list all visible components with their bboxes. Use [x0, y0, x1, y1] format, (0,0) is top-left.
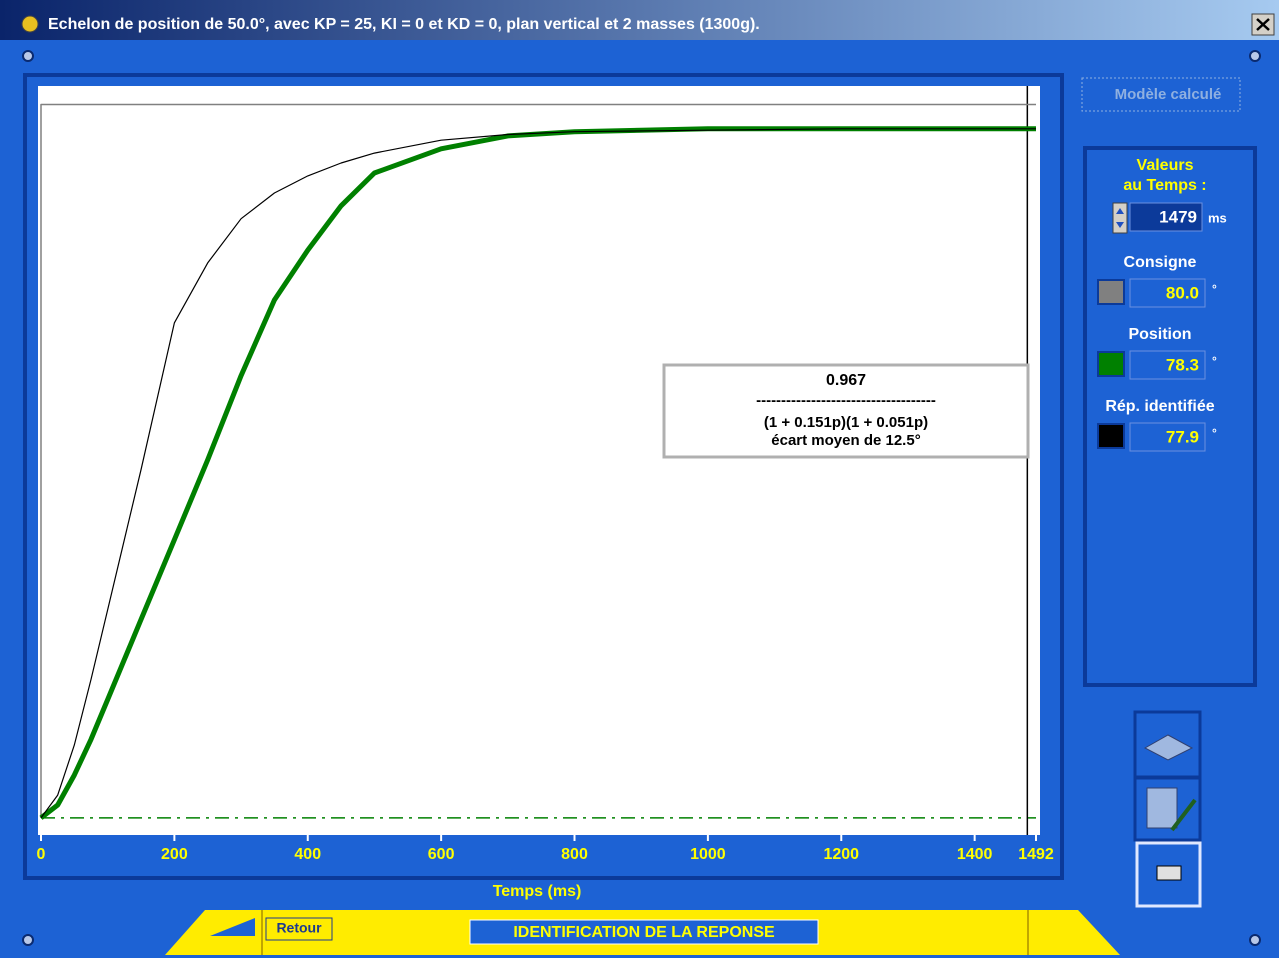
- panel-unit: °: [1212, 282, 1217, 296]
- panel-rows: Consigne 80.0 ° Position 78.3 ° Rép. identifié…: [1097, 254, 1217, 452]
- icon: [1170, 798, 1197, 832]
- annotation: 0.967 -----------------------------------…: [662, 363, 1030, 459]
- panel-label: Rép. identifiée: [1105, 398, 1214, 415]
- footer-icon: [210, 918, 255, 936]
- screws: [22, 50, 1261, 946]
- value-field: [1129, 350, 1206, 380]
- model-button[interactable]: [1081, 77, 1241, 112]
- spinner[interactable]: [1112, 202, 1128, 234]
- legend-swatch: [1097, 279, 1125, 305]
- x-tick-label: 1400: [957, 846, 993, 863]
- footer-title: IDENTIFICATION DE LA REPONSE: [513, 924, 775, 941]
- panel-value: 78.3: [1166, 355, 1199, 374]
- panel-heading: Valeurs: [1137, 157, 1194, 174]
- close-button[interactable]: [1251, 13, 1275, 36]
- time-field[interactable]: [1129, 202, 1203, 232]
- panel-unit: °: [1212, 354, 1217, 368]
- time-value: 1479: [1159, 207, 1197, 226]
- icon: [1146, 787, 1178, 829]
- tool-buttons: [1133, 710, 1202, 908]
- legend-swatch: [1097, 351, 1125, 377]
- back-button[interactable]: [265, 917, 333, 941]
- x-tick-label: 0: [37, 846, 46, 863]
- back-label[interactable]: Retour: [276, 920, 322, 936]
- annotation-line: 0.967: [826, 372, 866, 389]
- app-icon: [21, 15, 39, 33]
- x-axis-label: Temps (ms): [493, 883, 582, 900]
- value-field: [1129, 422, 1206, 452]
- x-tick-label: 400: [294, 846, 321, 863]
- title-bar: [0, 0, 1279, 40]
- icon: [1156, 865, 1182, 881]
- series-line: [40, 128, 1036, 819]
- panel-unit: °: [1212, 426, 1217, 440]
- x-tick-label: 200: [161, 846, 188, 863]
- value-field: [1129, 278, 1206, 308]
- plot: 0 200 400 600 800 1000 1200 1400 1492: [37, 86, 1054, 863]
- panel-value: 80.0: [1166, 283, 1199, 302]
- annotation-line: écart moyen de 12.5°: [771, 432, 920, 449]
- plot-area: [38, 86, 1040, 835]
- series-line: [40, 103, 1036, 818]
- model-button-label[interactable]: Modèle calculé: [1115, 86, 1222, 103]
- panel-value: 77.9: [1166, 427, 1199, 446]
- icon: [1143, 734, 1194, 761]
- x-tick-label: 800: [561, 846, 588, 863]
- time-unit: ms: [1208, 210, 1227, 225]
- annotation-line: ------------------------------------: [756, 392, 936, 409]
- panel-label: Position: [1128, 326, 1191, 343]
- annotation-line: (1 + 0.151p)(1 + 0.051p): [764, 414, 928, 431]
- x-tick-label: 600: [428, 846, 455, 863]
- x-tick-label: 1200: [823, 846, 859, 863]
- values-panel: [1083, 146, 1257, 687]
- footer-title-box: [469, 919, 819, 945]
- panel-heading: au Temps :: [1123, 177, 1206, 194]
- x-tick-label: 1000: [690, 846, 726, 863]
- panel-label: Consigne: [1124, 254, 1197, 271]
- window-title: Echelon de position de 50.0°, avec KP = …: [48, 16, 760, 33]
- x-tick-label: 1492: [1018, 846, 1054, 863]
- legend-swatch: [1097, 423, 1125, 449]
